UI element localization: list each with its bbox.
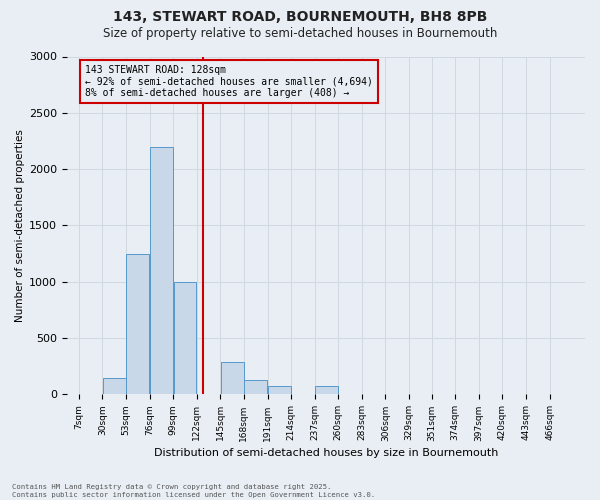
Bar [150, 146, 173, 394]
Text: Size of property relative to semi-detached houses in Bournemouth: Size of property relative to semi-detach… [103, 28, 497, 40]
Bar [221, 362, 244, 394]
Y-axis label: Number of semi-detached properties: Number of semi-detached properties [15, 129, 25, 322]
Text: 143 STEWART ROAD: 128sqm
← 92% of semi-detached houses are smaller (4,694)
8% of: 143 STEWART ROAD: 128sqm ← 92% of semi-d… [85, 65, 373, 98]
Bar [173, 282, 196, 395]
X-axis label: Distribution of semi-detached houses by size in Bournemouth: Distribution of semi-detached houses by … [154, 448, 498, 458]
Bar [244, 380, 267, 394]
Bar [103, 378, 125, 394]
Text: 143, STEWART ROAD, BOURNEMOUTH, BH8 8PB: 143, STEWART ROAD, BOURNEMOUTH, BH8 8PB [113, 10, 487, 24]
Bar [127, 254, 149, 394]
Text: Contains HM Land Registry data © Crown copyright and database right 2025.
Contai: Contains HM Land Registry data © Crown c… [12, 484, 375, 498]
Bar [315, 386, 338, 394]
Bar [268, 386, 291, 394]
